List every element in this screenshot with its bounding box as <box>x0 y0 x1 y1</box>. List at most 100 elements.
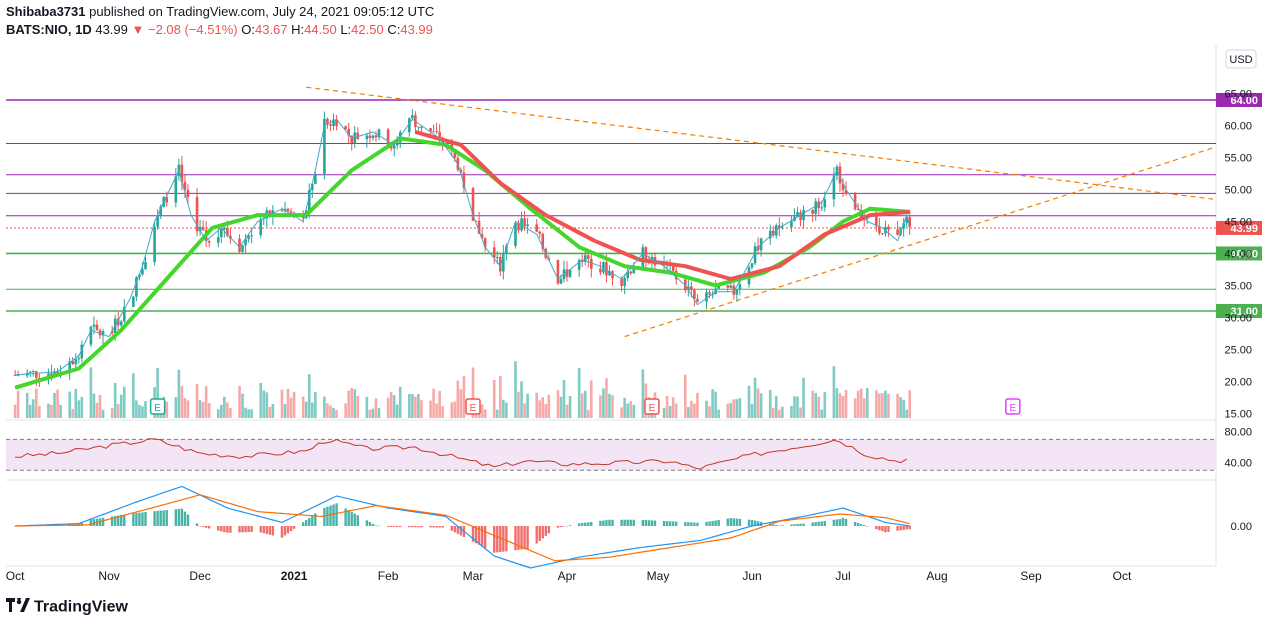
rsi-tick-label: 80.00 <box>1224 427 1252 439</box>
macd-histogram-bar <box>620 519 623 526</box>
macd-histogram-bar <box>314 513 317 526</box>
candle-body <box>165 196 169 203</box>
macd-histogram-bar <box>750 519 754 526</box>
candle-body <box>687 286 690 291</box>
earnings-marker[interactable]: E <box>149 398 166 415</box>
tradingview-brand[interactable]: TradingView <box>6 598 128 617</box>
volume-bar <box>523 403 526 418</box>
macd-line <box>15 485 910 569</box>
publish-info: Shibaba3731 published on TradingView.com… <box>6 4 434 19</box>
macd-histogram-bar <box>859 524 863 526</box>
candle-body <box>586 255 590 259</box>
author-name[interactable]: Shibaba3731 <box>6 4 86 19</box>
symbol-label: BATS:NIO, 1D <box>6 22 92 37</box>
earnings-marker[interactable]: E <box>465 398 481 415</box>
candle-body <box>811 209 814 214</box>
volume-bar <box>626 403 629 418</box>
volume-bar <box>223 396 226 418</box>
macd-histogram-bar <box>781 525 784 526</box>
volume-bar <box>347 390 350 418</box>
macd-histogram-bar <box>135 513 138 526</box>
candle-body <box>77 358 81 360</box>
volume-bar <box>577 368 581 418</box>
signal-line <box>15 494 910 562</box>
candle-body <box>526 224 529 227</box>
candle-body <box>156 215 159 227</box>
macd-histogram-bar <box>711 520 714 526</box>
price-tick-label: 65.00 <box>1224 89 1252 101</box>
macd-histogram-bar <box>356 515 359 526</box>
macd-histogram-bar <box>392 526 396 528</box>
macd-histogram-bar <box>386 526 390 527</box>
volume-bar <box>729 403 733 418</box>
candle-body <box>438 132 441 140</box>
candle-body <box>838 166 842 184</box>
candle-body <box>16 375 20 377</box>
macd-histogram-bar <box>884 526 887 533</box>
candle-body <box>411 115 414 119</box>
candle-body <box>875 216 878 227</box>
macd-histogram-bar <box>496 526 499 553</box>
volume-bar <box>216 409 220 418</box>
volume-bar <box>832 366 836 418</box>
symbol-legend: BATS:NIO, 1D 43.99 ▼ −2.08 (−4.51%) O:43… <box>6 22 433 37</box>
macd-histogram-bar <box>420 526 423 528</box>
candle-body <box>31 371 35 373</box>
macd-histogram-bar <box>347 510 350 526</box>
volume-bar <box>902 399 905 418</box>
volume-bar <box>138 404 141 418</box>
macd-histogram-bar <box>544 526 547 536</box>
volume-bar <box>332 407 335 418</box>
volume-bar <box>408 394 411 418</box>
candle-body <box>577 260 581 270</box>
candle-body <box>887 226 890 230</box>
macd-histogram-bar <box>590 521 593 526</box>
price-tick-label: 15.00 <box>1224 408 1252 420</box>
candle-body <box>623 278 626 287</box>
earnings-badge[interactable] <box>465 398 481 415</box>
volume-bar <box>304 401 308 418</box>
macd-histogram-bar <box>238 526 241 533</box>
earnings-letter: E <box>1009 403 1016 414</box>
earnings-badge[interactable] <box>644 398 660 415</box>
volume-bar <box>435 403 438 418</box>
volume-bar <box>856 390 860 418</box>
candle-body <box>462 172 466 189</box>
candle-body <box>568 269 572 277</box>
volume-bar <box>307 374 311 418</box>
macd-histogram-bar <box>517 526 520 550</box>
candle-body <box>778 225 781 228</box>
earnings-marker[interactable]: E <box>644 398 660 415</box>
macd-histogram-bar <box>456 526 460 534</box>
moving-averages <box>14 118 911 390</box>
candle-body <box>705 292 708 302</box>
macd-histogram-bar <box>301 522 305 526</box>
volume-bar <box>122 386 126 418</box>
volume-bar <box>56 389 59 418</box>
earnings-marker[interactable]: E <box>1005 398 1021 415</box>
currency-button[interactable] <box>1225 49 1257 69</box>
volume-bar <box>50 404 53 418</box>
macd-histogram-bar <box>353 513 356 526</box>
macd-histogram-bar <box>841 517 845 526</box>
volume-bar <box>283 403 287 418</box>
macd-histogram-bar <box>835 519 839 526</box>
macd-histogram-bar <box>887 526 890 532</box>
earnings-badge[interactable] <box>1005 398 1021 415</box>
volume-bar <box>110 408 114 418</box>
volume-bar <box>520 381 523 418</box>
candle-body <box>141 269 144 275</box>
macd-histogram-bar <box>241 526 244 533</box>
macd-histogram-bar <box>311 515 314 526</box>
candle-body <box>802 209 805 221</box>
candle-body <box>159 206 162 216</box>
macd-histogram-bar <box>866 526 869 527</box>
volume-bar <box>250 409 253 418</box>
volume-bar <box>583 390 587 418</box>
macd-histogram-bar <box>605 520 608 526</box>
macd-histogram-bar <box>726 518 729 526</box>
candle-body <box>520 218 523 231</box>
earnings-badge[interactable] <box>149 398 166 415</box>
volume-bar <box>750 404 754 418</box>
